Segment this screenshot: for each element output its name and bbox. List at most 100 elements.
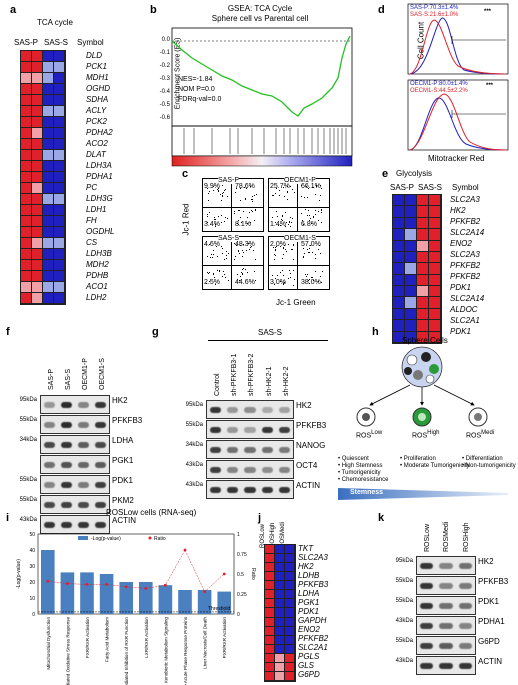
heatmap-cell <box>21 205 32 216</box>
heatmap-cell <box>285 599 295 609</box>
flow-event <box>237 219 239 221</box>
protein-band <box>278 466 290 473</box>
heatmap-cell <box>285 644 295 654</box>
heatmap-cell <box>43 260 54 271</box>
quadrant-vline <box>297 179 298 231</box>
heatmap-cell <box>21 172 32 183</box>
panel-e-col1: SAS-P <box>390 183 415 192</box>
flow-event <box>238 252 240 254</box>
heatmap-cell <box>429 263 441 275</box>
panel-g-label: g <box>152 326 159 338</box>
flow-event <box>293 269 295 271</box>
flow-event <box>216 256 218 258</box>
blot-strip <box>416 656 476 675</box>
flow-event <box>252 200 254 202</box>
legend-swatch-bar <box>78 536 88 540</box>
panel-d-label: d <box>378 4 385 16</box>
flow-event <box>236 223 238 225</box>
panel-h-bullet: • Chemoresistance <box>338 477 389 483</box>
heatmap-cell <box>54 150 65 161</box>
heatmap-cell <box>275 662 285 672</box>
flow-event <box>209 272 211 274</box>
quadrant-hline <box>269 207 329 208</box>
flow-event <box>246 223 248 225</box>
blot-strip <box>40 395 110 414</box>
gene-symbol: HK2 <box>298 562 314 571</box>
flow-event <box>234 212 236 214</box>
flow-event <box>242 269 244 271</box>
legend-bar-label: -Log(p-value) <box>91 536 121 542</box>
flow-event <box>215 284 217 286</box>
heatmap-cell <box>265 572 275 582</box>
flow-ll: 3.4% <box>204 221 220 228</box>
flow-ul: 4.6% <box>204 241 220 248</box>
flow-event <box>274 255 276 256</box>
blot-strip <box>416 616 476 635</box>
flow-event <box>207 272 209 274</box>
heatmap-cell <box>285 635 295 645</box>
y-tick-label: 10 <box>29 596 35 602</box>
heatmap-cell <box>32 62 43 73</box>
panel-d-histograms <box>407 3 509 151</box>
panel-h-bullet: • Proliferation <box>400 456 436 462</box>
heatmap-cell <box>265 671 275 681</box>
flow-event <box>250 185 252 187</box>
flow-event <box>289 186 291 188</box>
heatmap-cell <box>393 274 405 287</box>
lane-label: SAS-P <box>48 368 55 390</box>
heatmap-cell <box>275 581 285 591</box>
flow-event <box>217 190 219 192</box>
flow-event <box>315 186 317 188</box>
heatmap-cell <box>429 274 441 287</box>
x-tick-label: Positive Acute Phase Response Proteins <box>183 616 188 685</box>
flow-event <box>275 221 277 223</box>
flow-event <box>212 257 214 259</box>
gene-symbol: GLS <box>298 661 315 670</box>
flow-event <box>319 185 321 187</box>
flow-event <box>311 187 313 189</box>
panel-d-xlabel: Mitotracker Red <box>428 154 485 163</box>
heatmap-cell <box>43 62 54 73</box>
flow-event <box>237 210 239 212</box>
panel-h-ros-low: ROSLow <box>356 430 383 440</box>
band-label: OCT4 <box>296 461 318 470</box>
protein-band <box>44 461 55 468</box>
gene-symbol: PC <box>86 183 98 192</box>
flow-event <box>286 185 288 187</box>
panel-c-xlabel: Jc-1 Green <box>276 298 316 307</box>
protein-band <box>61 441 72 448</box>
heatmap-cell <box>275 590 285 600</box>
flow-event <box>240 244 242 246</box>
lane-label: OECM1-P <box>82 358 89 390</box>
protein-band <box>61 401 72 408</box>
panel-h-col3: • Differentiation • Non-tumorigenicity <box>462 456 516 470</box>
heatmap-cell <box>265 599 275 609</box>
heatmap-cell <box>405 320 417 332</box>
flow-event <box>315 270 317 272</box>
gsea-ytick: -0.2 <box>159 63 170 69</box>
heatmap-cell <box>43 161 54 172</box>
protein-band <box>61 501 72 508</box>
heatmap-cell <box>32 139 43 150</box>
flow-event <box>321 188 323 190</box>
panel-b-title: GSEA: TCA Cycle <box>227 4 293 13</box>
protein-band <box>261 466 273 473</box>
lane-label: ROSHigh <box>462 522 470 552</box>
heatmap-cell <box>275 554 285 564</box>
band-label: ACTIN <box>296 481 320 490</box>
flow-event <box>207 199 209 201</box>
y2-axis-label: Ratio <box>250 568 256 580</box>
flow-event <box>206 282 208 284</box>
flow-event <box>220 222 222 224</box>
ratio-point <box>183 548 187 552</box>
flow-event <box>289 221 291 223</box>
gene-symbol: SDHA <box>86 95 109 104</box>
heatmap-cell <box>265 590 275 600</box>
flow-event <box>277 224 279 226</box>
flow-event <box>238 223 240 225</box>
heatmap-cell <box>32 117 43 128</box>
blot-strip <box>416 596 476 615</box>
flow-event <box>243 251 245 253</box>
heatmap-cell <box>54 282 65 293</box>
heatmap-cell <box>265 608 275 618</box>
